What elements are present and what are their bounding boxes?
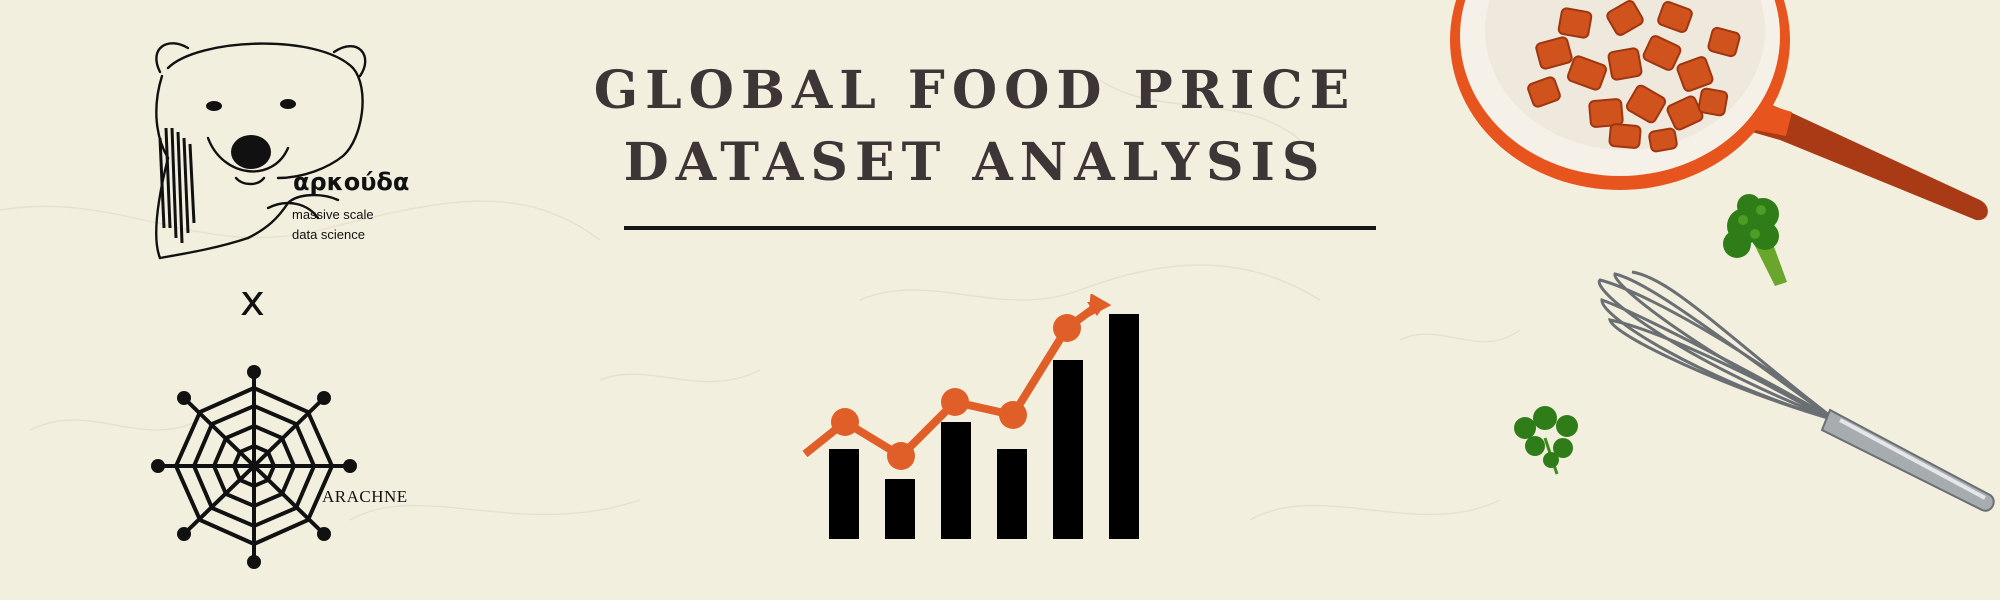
bar-trend-chart-icon xyxy=(802,294,1139,539)
title-line-1: GLOBAL FOOD PRICE xyxy=(593,60,1357,121)
icon-bar-2 xyxy=(885,479,915,539)
brand-name-arachne: ARACHNE xyxy=(322,487,408,506)
title-divider xyxy=(624,226,1376,230)
collaboration-separator: x xyxy=(240,276,265,325)
spider-web-logo-icon xyxy=(151,365,357,569)
page-title: GLOBAL FOOD PRICE DATASET ANALYSIS xyxy=(560,55,1390,199)
icon-bar-5 xyxy=(1053,360,1083,539)
broccoli-icon xyxy=(1723,194,1787,286)
icon-bar-4 xyxy=(997,449,1027,539)
icon-bar-3 xyxy=(941,422,971,539)
brand-tagline-line-2: data science xyxy=(292,227,365,242)
parsley-icon xyxy=(1514,406,1578,475)
frying-pan-icon xyxy=(1450,0,1988,221)
icon-bar-6 xyxy=(1109,314,1139,539)
icon-bar-1 xyxy=(829,449,859,539)
brand-tagline-line-1: massive scale xyxy=(292,207,374,222)
whisk-icon xyxy=(1597,270,1995,512)
bear-logo-icon xyxy=(155,42,367,260)
brand-name-arkouda: αρκούδα xyxy=(293,168,410,196)
title-line-2: DATASET ANALYSIS xyxy=(623,132,1327,193)
